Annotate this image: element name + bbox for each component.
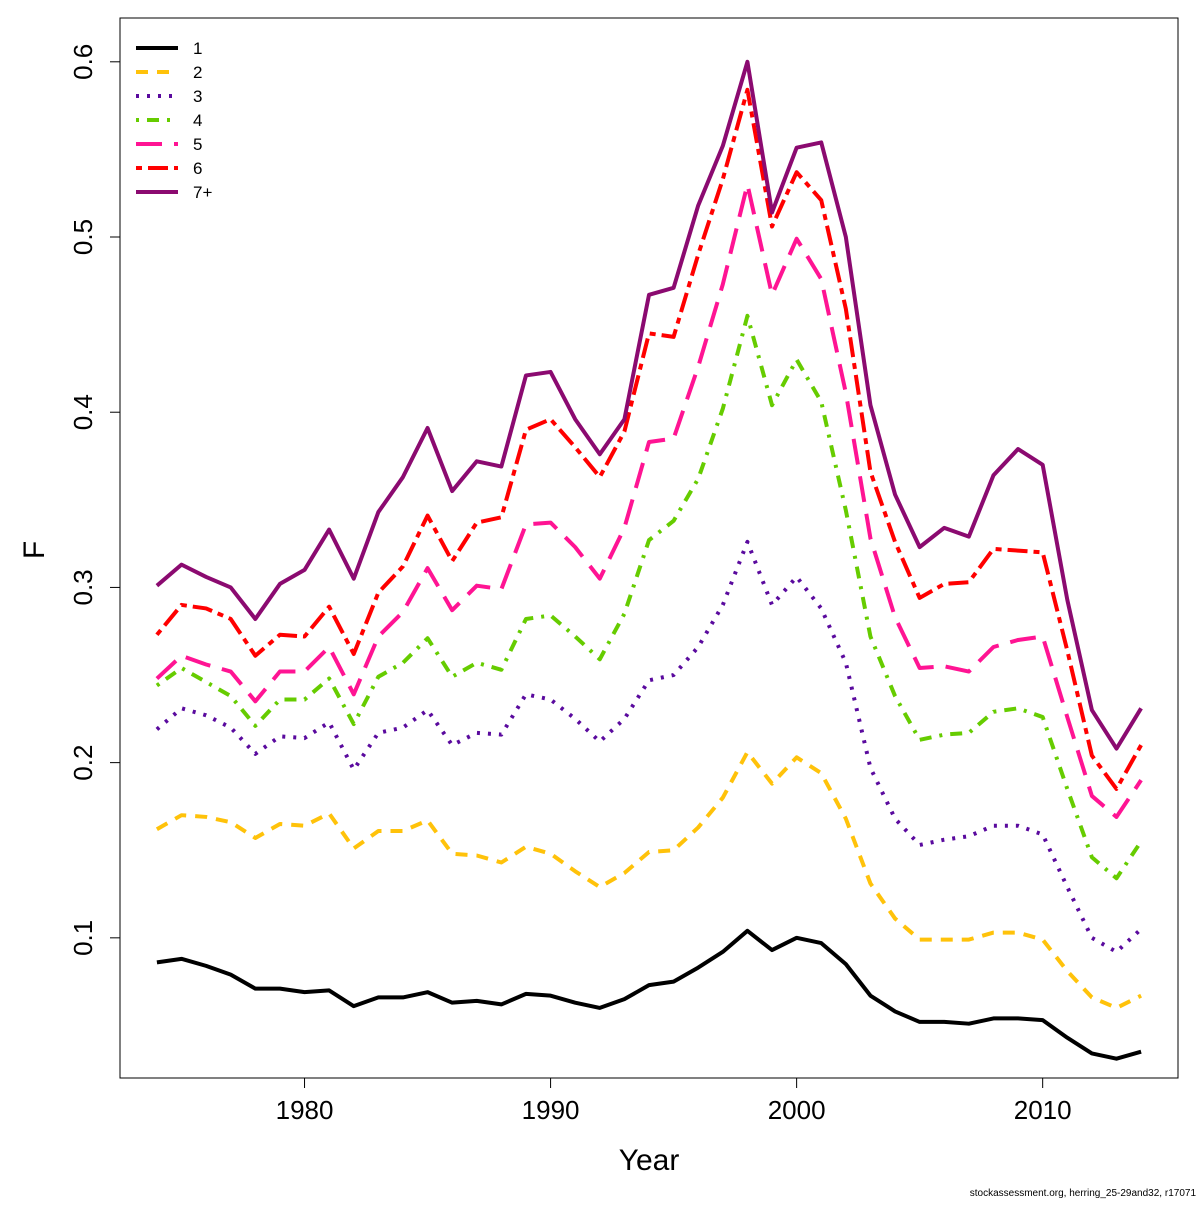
y-tick-label: 0.5 (68, 219, 98, 255)
series-line-5 (155, 182, 1143, 819)
x-tick-label: 1980 (276, 1095, 334, 1125)
series-line-7plus (155, 59, 1143, 751)
plot-frame (119, 17, 1179, 1079)
series-line-4 (155, 313, 1143, 881)
legend-label: 2 (193, 63, 202, 82)
y-tick-label: 0.4 (68, 394, 98, 430)
y-tick-label: 0.2 (68, 745, 98, 781)
x-axis: 1980 1990 2000 2010 (276, 1078, 1072, 1125)
legend: 1 2 3 4 5 6 7+ (136, 39, 212, 202)
x-axis-title: Year (619, 1144, 680, 1177)
series-line-1 (156, 928, 1142, 1061)
legend-label: 7+ (193, 183, 212, 202)
legend-label: 5 (193, 135, 202, 154)
legend-label: 1 (193, 39, 202, 58)
y-tick-label: 0.3 (68, 569, 98, 605)
series-line-6 (155, 87, 1143, 791)
x-tick-label: 2000 (768, 1095, 826, 1125)
y-tick-label: 0.6 (68, 44, 98, 80)
y-tick-label: 0.1 (68, 920, 98, 956)
x-tick-label: 1990 (522, 1095, 580, 1125)
x-tick-label: 2010 (1014, 1095, 1072, 1125)
legend-label: 4 (193, 111, 202, 130)
footer-credit: stockassessment.org, herring_25-29and32,… (970, 1188, 1197, 1199)
y-axis-title: F (18, 541, 51, 559)
series-layer (155, 59, 1143, 1061)
series-line-2 (155, 750, 1142, 1010)
legend-label: 6 (193, 159, 202, 178)
legend-label: 3 (193, 87, 202, 106)
y-axis: 0.1 0.2 0.3 0.4 0.5 0.6 (68, 44, 120, 956)
